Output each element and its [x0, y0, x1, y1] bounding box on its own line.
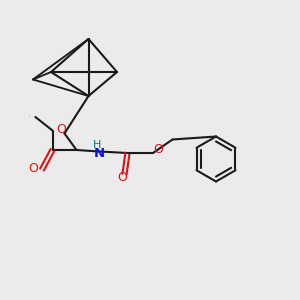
Text: N: N: [93, 147, 105, 161]
Text: H: H: [93, 140, 102, 150]
Text: O: O: [29, 115, 30, 116]
Text: O: O: [29, 161, 38, 175]
Text: O: O: [117, 171, 127, 184]
Text: O: O: [154, 143, 163, 156]
Text: O: O: [57, 123, 66, 136]
